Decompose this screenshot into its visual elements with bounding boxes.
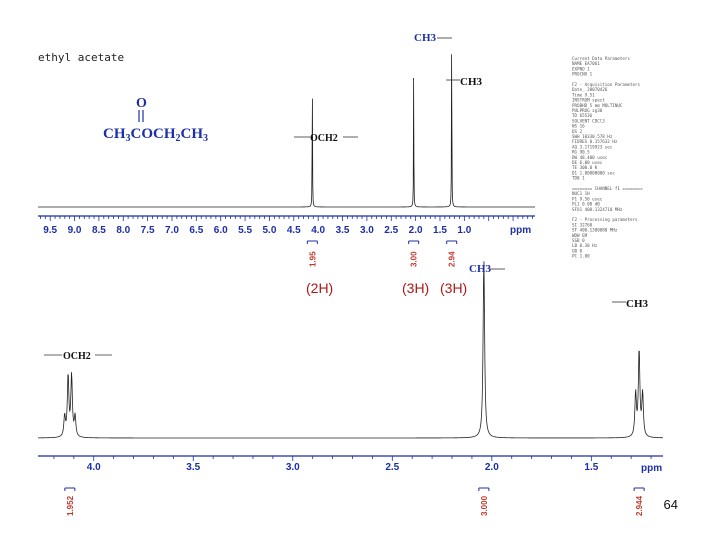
parameter-line: SF 400.1300080 MHz (572, 228, 618, 233)
parameter-line: NS 16 (572, 124, 585, 129)
parameter-line: TE 300.0 K (572, 165, 598, 170)
peak-label-ch3-acetyl: CH3 (414, 32, 437, 44)
parameter-line: INSTRUM spect (572, 98, 605, 103)
parameter-line: DE 6.00 usec (572, 160, 603, 165)
parameter-line: F2 - Acquisition Parameters (572, 82, 641, 87)
peak-label-och2-expanded: OCH2 (63, 351, 91, 362)
x-tick-label: 2.0 (409, 225, 423, 236)
parameter-line: EXPNO 1 (572, 66, 590, 71)
x-tick-label: 7.0 (165, 225, 179, 236)
expanded-spectrum-panel: 4.0 3.5 3.0 2.5 2.0 1.5 ppm 1.952 3.000 2.944 C… (37, 261, 664, 516)
formula-subscript: 3 (203, 133, 208, 144)
x-tick-label: 1.5 (584, 462, 598, 473)
parameter-line: Current Data Parameters (572, 56, 630, 61)
page-number: 64 (663, 497, 678, 512)
parameter-line: PROCNO 1 (572, 72, 593, 77)
x-axis-unit-full: ppm (510, 225, 531, 236)
peak-label-ch3-acetyl-expanded: CH3 (469, 263, 492, 275)
parameter-line: SFO1 400.1324710 MHz (572, 207, 623, 212)
parameter-line: Date_ 20070426 (572, 87, 608, 92)
x-tick-label: 3.0 (286, 462, 300, 473)
x-axis-unit-expanded: ppm (641, 463, 662, 474)
x-tick-label: 8.0 (116, 225, 130, 236)
full-spectrum-panel: 9.5 9.0 8.5 8.0 7.5 7.0 6.5 6.0 5.5 5.0 4.5 4.0 3.5 3… (38, 32, 535, 267)
parameter-line: SI 32768 (572, 222, 593, 227)
x-axis-expanded: 4.0 3.5 3.0 2.5 2.0 1.5 (38, 455, 663, 473)
parameter-line: SWH 10330.578 Hz (572, 134, 613, 139)
x-tick-label: 2.5 (384, 225, 398, 236)
sample-name: ethyl acetate (38, 51, 124, 64)
spectrum-trace-expanded (37, 261, 664, 439)
x-tick-label: 7.5 (141, 225, 155, 236)
x-tick-label: 4.0 (87, 462, 101, 473)
parameter-line: D1 1.00000000 sec (572, 170, 615, 175)
integral-value: 1.95 (308, 251, 317, 267)
formula-part: COCH (131, 126, 176, 142)
peak-label-och2-full: OCH2 (310, 133, 338, 144)
proton-count-ch3-acetyl: (3H) (402, 280, 429, 296)
proton-count-och2: (2H) (306, 280, 333, 296)
parameter-line: FIDRES 0.157632 Hz (572, 139, 618, 144)
chemical-structure: O CH3COCH2CH3 (103, 96, 208, 144)
integral-value: 3.00 (410, 251, 419, 267)
integrals-expanded: 1.952 3.000 2.944 (64, 487, 645, 516)
integral-value: 2.944 (635, 495, 644, 516)
x-tick-label: 1.0 (457, 225, 471, 236)
x-tick-label: 3.0 (360, 225, 374, 236)
x-tick-label: 1.5 (433, 225, 447, 236)
integral-value: 2.94 (448, 251, 457, 267)
x-tick-label: 4.0 (311, 225, 325, 236)
parameter-line: TD 65536 (572, 113, 593, 118)
x-axis-full: 9.5 9.0 8.5 8.0 7.5 7.0 6.5 6.0 5.5 5.0 4.5 4.0 3.5 3… (38, 215, 535, 236)
x-tick-label: 3.5 (186, 462, 200, 473)
x-tick-label: 6.0 (214, 225, 228, 236)
formula-subscript: 2 (176, 133, 181, 144)
formula-subscript: 3 (126, 133, 131, 144)
molecular-formula: CH3COCH2CH3 (103, 126, 208, 144)
parameter-line: NAME EA7061 (572, 61, 600, 66)
parameter-line: WDW EM (572, 233, 588, 238)
parameter-line: NUC1 1H (572, 191, 590, 196)
parameter-line: DS 2 (572, 129, 583, 134)
peak-label-ch3-ethyl-expanded: CH3 (626, 298, 649, 310)
spectrum-trace-full (38, 54, 535, 208)
x-tick-label: 8.5 (92, 225, 106, 236)
proton-count-ch3-ethyl: (3H) (440, 280, 467, 296)
parameter-line: SSB 0 (572, 238, 585, 243)
x-tick-label: 2.5 (385, 462, 399, 473)
parameter-line: ======== CHANNEL f1 ======== (572, 186, 643, 191)
parameter-line: LB 0.30 Hz (572, 243, 598, 248)
parameter-line: AQ 3.1719923 sec (572, 144, 613, 149)
parameter-line: GB 0 (572, 248, 583, 253)
x-tick-label: 4.5 (287, 225, 301, 236)
integral-value: 1.952 (66, 495, 75, 516)
integral-value: 3.000 (480, 495, 489, 516)
parameter-line: Time 9.51 (572, 92, 595, 97)
parameter-line: TD0 1 (572, 176, 585, 181)
parameter-line: RG 90.5 (572, 150, 590, 155)
x-tick-label: 3.5 (336, 225, 350, 236)
x-tick-label: 5.5 (238, 225, 252, 236)
formula-part: CH (181, 126, 204, 142)
integrals-full: 1.95 3.00 2.94 (306, 240, 458, 267)
parameter-line: PC 1.00 (572, 254, 590, 259)
parameter-line: PROBHD 5 mm MULTINUC (572, 103, 623, 108)
parameter-line: PL1 0.00 dB (572, 202, 600, 207)
parameter-line: F2 - Processing parameters (572, 217, 638, 222)
x-tick-label: 5.0 (262, 225, 276, 236)
parameter-line: PULPROG zg30 (572, 108, 603, 113)
carbonyl-oxygen: O (136, 96, 147, 111)
parameter-line: SOLVENT CDCl3 (572, 118, 605, 123)
x-tick-label: 2.0 (485, 462, 499, 473)
parameter-line: DW 48.400 usec (572, 155, 608, 160)
x-tick-label: 9.0 (68, 225, 82, 236)
parameter-line: P1 9.50 usec (572, 196, 603, 201)
x-tick-label: 6.5 (189, 225, 203, 236)
formula-part: CH (103, 126, 126, 142)
x-tick-label: 9.5 (43, 225, 57, 236)
peak-label-ch3-ethyl: CH3 (460, 76, 483, 88)
